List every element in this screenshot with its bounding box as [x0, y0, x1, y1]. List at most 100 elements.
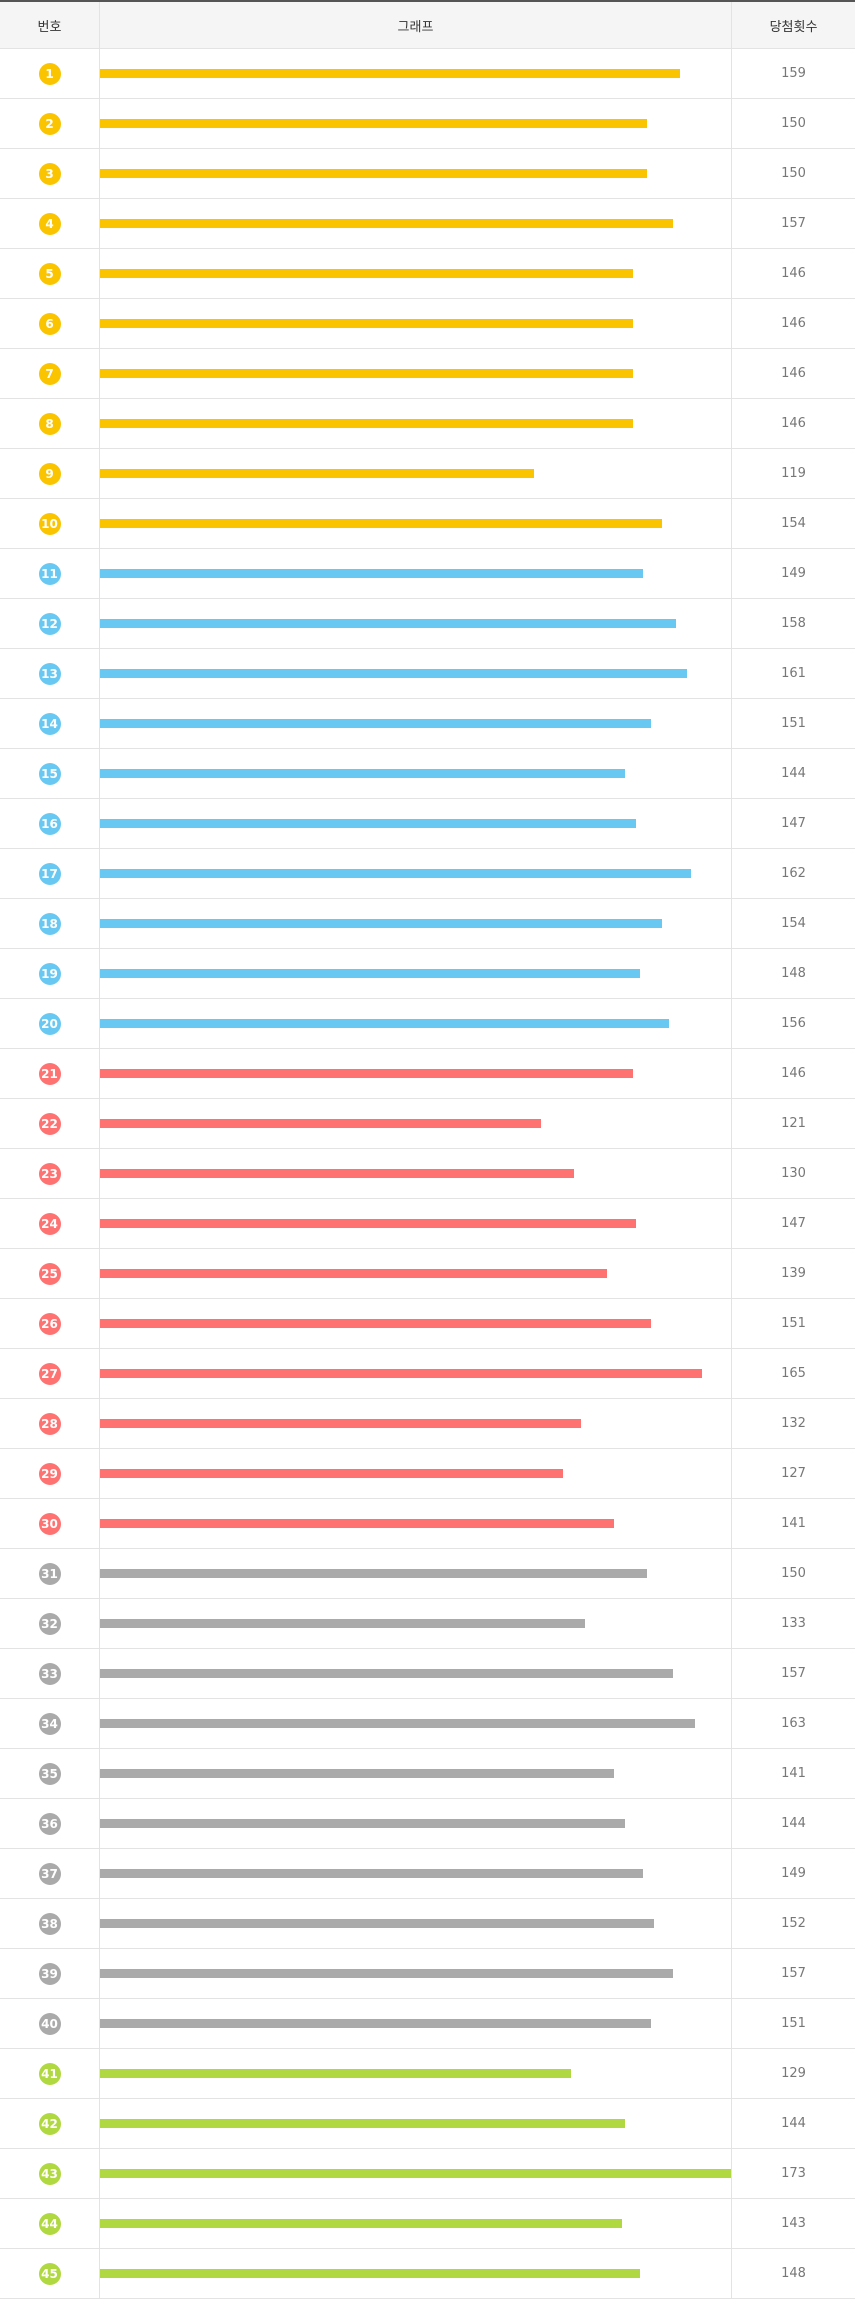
graph-cell: [100, 1449, 732, 1498]
number-ball: 11: [38, 562, 61, 585]
count-bar: [100, 2119, 626, 2128]
count-cell: 156: [781, 1016, 806, 1031]
graph-cell: [100, 2099, 732, 2148]
graph-cell: [100, 549, 732, 598]
graph-cell: [100, 1049, 732, 1098]
number-ball: 43: [38, 2162, 61, 2185]
count-bar: [100, 669, 688, 678]
number-ball: 34: [38, 1712, 61, 1735]
number-cell: 16: [0, 799, 100, 848]
number-ball: 16: [38, 812, 61, 835]
count-cell: 159: [781, 66, 806, 81]
graph-cell: [100, 1299, 732, 1348]
number-cell: 5: [0, 249, 100, 298]
table-row: 45 148: [0, 2249, 855, 2299]
count-bar: [100, 469, 535, 478]
header-cell: 그래프: [100, 2, 732, 48]
number-ball: 24: [38, 1212, 61, 1235]
count-cell: 127: [781, 1466, 806, 1481]
number-ball: 3: [38, 162, 61, 185]
number-ball: 27: [38, 1362, 61, 1385]
number-ball: 45: [38, 2262, 61, 2285]
number-cell: 8: [0, 399, 100, 448]
table-row: 37 149: [0, 1849, 855, 1899]
table-row: 18 154: [0, 899, 855, 949]
header-cell: 당첨횟수: [769, 19, 818, 35]
count-bar: [100, 1119, 542, 1128]
count-bar: [100, 1569, 648, 1578]
graph-cell: [100, 849, 732, 898]
number-cell: 12: [0, 599, 100, 648]
number-ball: 13: [38, 662, 61, 685]
number-cell: 14: [0, 699, 100, 748]
number-ball: 31: [38, 1562, 61, 1585]
number-ball: 33: [38, 1662, 61, 1685]
graph-cell: [100, 599, 732, 648]
count-bar: [100, 569, 644, 578]
count-cell: 130: [781, 1166, 806, 1181]
number-cell: 26: [0, 1299, 100, 1348]
table-row: 43 173: [0, 2149, 855, 2199]
table-row: 26 151: [0, 1299, 855, 1349]
count-cell: 162: [781, 866, 806, 881]
number-cell: 44: [0, 2199, 100, 2248]
table-row: 11 149: [0, 549, 855, 599]
graph-cell: [100, 2049, 732, 2098]
number-ball: 21: [38, 1062, 61, 1085]
graph-cell: [100, 399, 732, 448]
table-row: 2 150: [0, 99, 855, 149]
count-cell: 144: [781, 2116, 806, 2131]
graph-cell: [100, 649, 732, 698]
number-cell: 6: [0, 299, 100, 348]
graph-cell: [100, 149, 732, 198]
graph-cell: [100, 699, 732, 748]
count-cell: 148: [781, 966, 806, 981]
graph-cell: [100, 1949, 732, 1998]
count-cell: 147: [781, 816, 806, 831]
number-cell: 17: [0, 849, 100, 898]
table-row: 8 146: [0, 399, 855, 449]
number-cell: 20: [0, 999, 100, 1048]
count-bar: [100, 769, 626, 778]
number-ball: 20: [38, 1012, 61, 1035]
number-cell: 42: [0, 2099, 100, 2148]
count-cell: 141: [781, 1516, 806, 1531]
count-cell: 146: [781, 416, 806, 431]
count-cell: 163: [781, 1716, 806, 1731]
count-bar: [100, 1869, 644, 1878]
graph-cell: [100, 1749, 732, 1798]
number-ball: 6: [38, 312, 61, 335]
count-cell: 129: [781, 2066, 806, 2081]
table-row: 31 150: [0, 1549, 855, 1599]
graph-cell: [100, 99, 732, 148]
number-cell: 37: [0, 1849, 100, 1898]
graph-cell: [100, 299, 732, 348]
number-cell: 45: [0, 2249, 100, 2298]
number-ball: 5: [38, 262, 61, 285]
number-cell: 4: [0, 199, 100, 248]
table-row: 22 121: [0, 1099, 855, 1149]
table-row: 15 144: [0, 749, 855, 799]
graph-cell: [100, 349, 732, 398]
number-ball: 17: [38, 862, 61, 885]
count-cell: 146: [781, 1066, 806, 1081]
table-row: 44 143: [0, 2199, 855, 2249]
count-cell: 151: [781, 716, 806, 731]
number-ball: 12: [38, 612, 61, 635]
number-cell: 21: [0, 1049, 100, 1098]
graph-cell: [100, 1799, 732, 1848]
count-cell: 158: [781, 616, 806, 631]
number-cell: 41: [0, 2049, 100, 2098]
graph-cell: [100, 2249, 732, 2298]
graph-cell: [100, 499, 732, 548]
table-row: 29 127: [0, 1449, 855, 1499]
count-cell: 146: [781, 366, 806, 381]
table-row: 12 158: [0, 599, 855, 649]
table-row: 10 154: [0, 499, 855, 549]
count-cell: 150: [781, 1566, 806, 1581]
number-ball: 9: [38, 462, 61, 485]
number-cell: 7: [0, 349, 100, 398]
count-cell: 132: [781, 1416, 806, 1431]
count-cell: 152: [781, 1916, 806, 1931]
number-ball: 8: [38, 412, 61, 435]
